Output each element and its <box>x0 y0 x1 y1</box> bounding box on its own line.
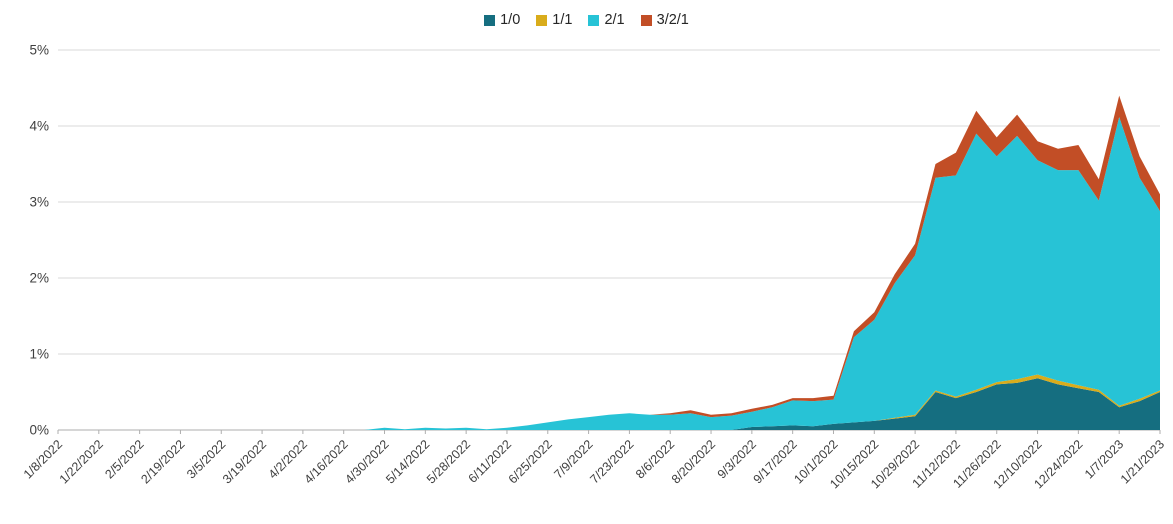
x-axis-label: 2/19/2022 <box>138 437 187 486</box>
legend-label-3-2-1: 3/2/1 <box>656 12 689 28</box>
y-axis-label: 5% <box>29 43 49 58</box>
x-axis-label: 1/22/2022 <box>57 437 106 486</box>
legend-label-2-1: 2/1 <box>604 12 625 28</box>
area-series-1/1 <box>58 374 1160 430</box>
legend-label-1-0: 1/0 <box>500 12 521 28</box>
x-axis-label: 4/16/2022 <box>302 437 351 486</box>
legend-item-1-1: 1/1 <box>536 12 572 28</box>
legend-label-1-1: 1/1 <box>552 12 573 28</box>
y-axis-label: 1% <box>29 347 49 362</box>
chart-legend: 1/0 1/1 2/1 3/2/1 <box>0 0 1173 32</box>
legend-swatch-3-2-1 <box>640 14 652 26</box>
x-axis-label: 6/25/2022 <box>506 437 555 486</box>
x-axis-label: 9/17/2022 <box>751 437 800 486</box>
y-axis-label: 2% <box>29 271 49 286</box>
y-axis-label: 3% <box>29 195 49 210</box>
x-axis-label: 4/30/2022 <box>342 437 391 486</box>
x-axis-label: 5/14/2022 <box>383 437 432 486</box>
x-axis-label: 7/23/2022 <box>587 437 636 486</box>
legend-swatch-2-1 <box>588 14 600 26</box>
area-series-1/0 <box>58 378 1160 430</box>
legend-swatch-1-1 <box>536 14 548 26</box>
x-axis-label: 8/20/2022 <box>669 437 718 486</box>
legend-swatch-1-0 <box>484 14 496 26</box>
chart-area: 0% 1% 2% 3% 4% 5% 1/8/2022 1/22/2022 2/5/2022 2/1… <box>0 32 1173 524</box>
legend-item-2-1: 2/1 <box>588 12 625 28</box>
x-axis-label: 3/19/2022 <box>220 437 269 486</box>
stacked-area-chart: 0%1%2%3%4%5%1/8/20221/22/20222/5/20222/1… <box>21 43 1167 492</box>
y-axis-label: 0% <box>29 423 49 438</box>
x-axis-label: 5/28/2022 <box>424 437 473 486</box>
legend-item-3-2-1: 3/2/1 <box>640 12 689 28</box>
area-series-2/1 <box>58 116 1160 431</box>
y-axis-label: 4% <box>29 119 49 134</box>
legend-item-1-0: 1/0 <box>484 12 520 28</box>
x-axis-label: 1/21/2023 <box>1118 437 1167 486</box>
